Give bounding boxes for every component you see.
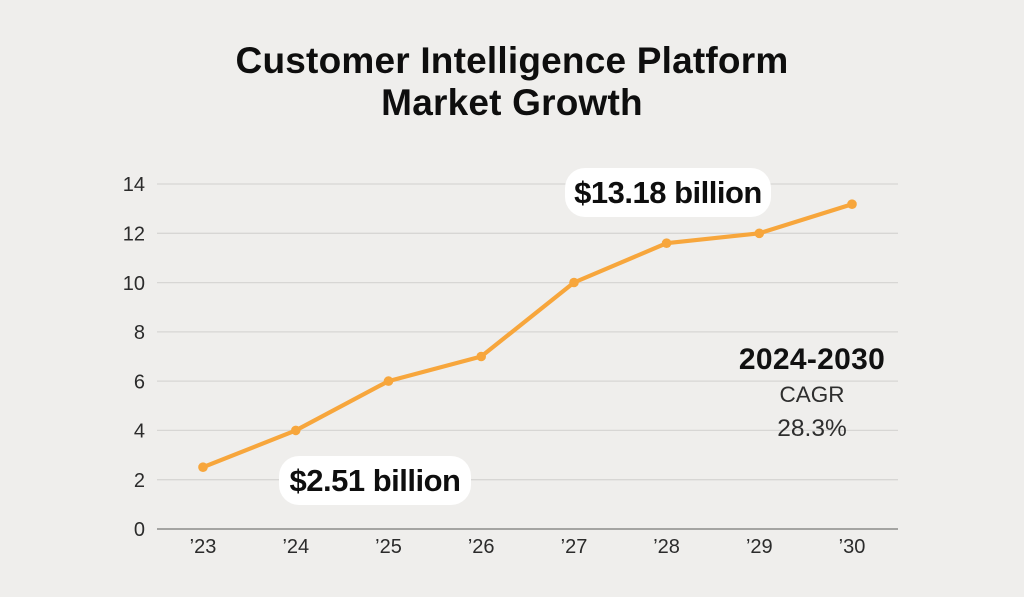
svg-text:6: 6: [134, 371, 145, 393]
svg-text:10: 10: [123, 273, 145, 295]
svg-text:’27: ’27: [561, 536, 588, 558]
svg-text:’30: ’30: [839, 536, 866, 558]
svg-text:4: 4: [134, 421, 145, 443]
svg-text:2: 2: [134, 470, 145, 492]
svg-text:0: 0: [134, 519, 145, 541]
svg-text:14: 14: [123, 174, 145, 196]
svg-text:’25: ’25: [375, 536, 402, 558]
svg-text:’26: ’26: [468, 536, 495, 558]
svg-text:’29: ’29: [746, 536, 773, 558]
svg-text:’23: ’23: [190, 536, 217, 558]
svg-text:’28: ’28: [653, 536, 680, 558]
svg-text:12: 12: [123, 224, 145, 246]
svg-text:8: 8: [134, 322, 145, 344]
svg-text:’24: ’24: [282, 536, 309, 558]
